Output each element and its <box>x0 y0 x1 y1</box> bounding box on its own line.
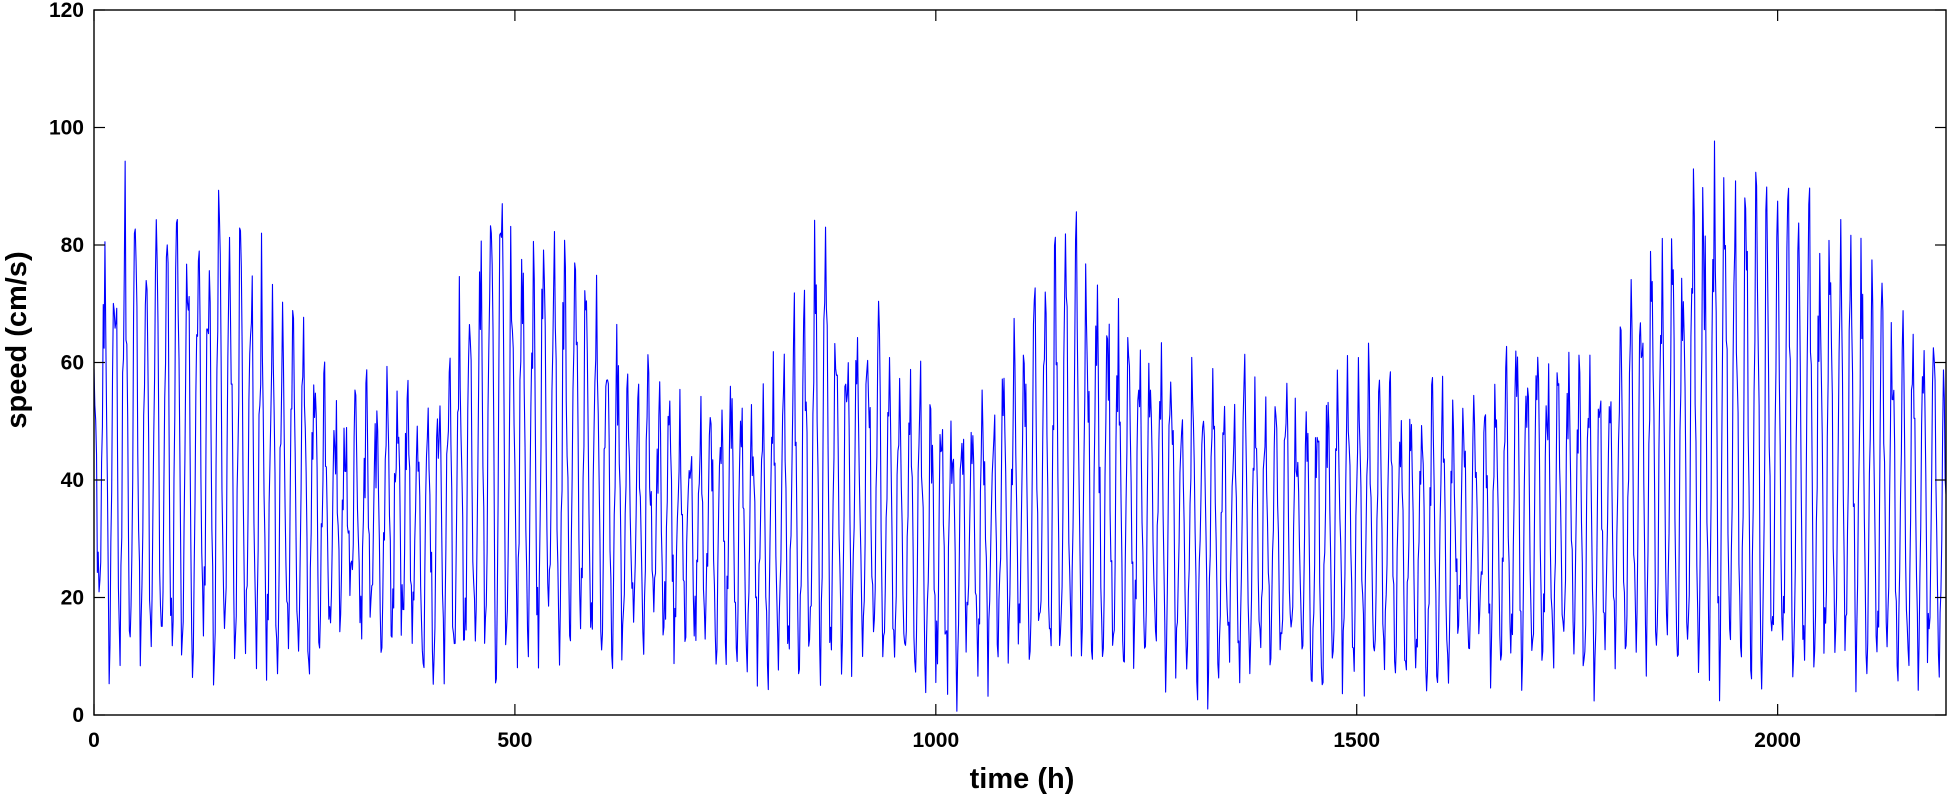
x-axis-ticks: 0 500 1000 1500 2000 <box>88 10 1801 752</box>
y-tick-label: 40 <box>61 469 84 492</box>
x-tick-label: 2000 <box>1754 729 1801 752</box>
y-tick-label: 60 <box>61 352 84 375</box>
y-tick-label: 0 <box>72 704 84 727</box>
x-tick-label: 500 <box>497 729 532 752</box>
y-axis-ticks: 0 20 40 60 80 100 120 <box>49 0 1946 727</box>
speed-series-line <box>93 140 1947 712</box>
y-tick-label: 100 <box>49 117 84 140</box>
y-tick-label: 120 <box>49 0 84 22</box>
y-tick-label: 20 <box>61 587 84 610</box>
y-axis-label: speed (cm/s) <box>1 251 33 428</box>
x-tick-label: 1500 <box>1333 729 1380 752</box>
x-axis-label: time (h) <box>970 763 1075 795</box>
plot-area <box>93 9 1947 716</box>
x-tick-label: 0 <box>88 729 100 752</box>
y-tick-label: 80 <box>61 234 84 257</box>
x-tick-label: 1000 <box>912 729 959 752</box>
